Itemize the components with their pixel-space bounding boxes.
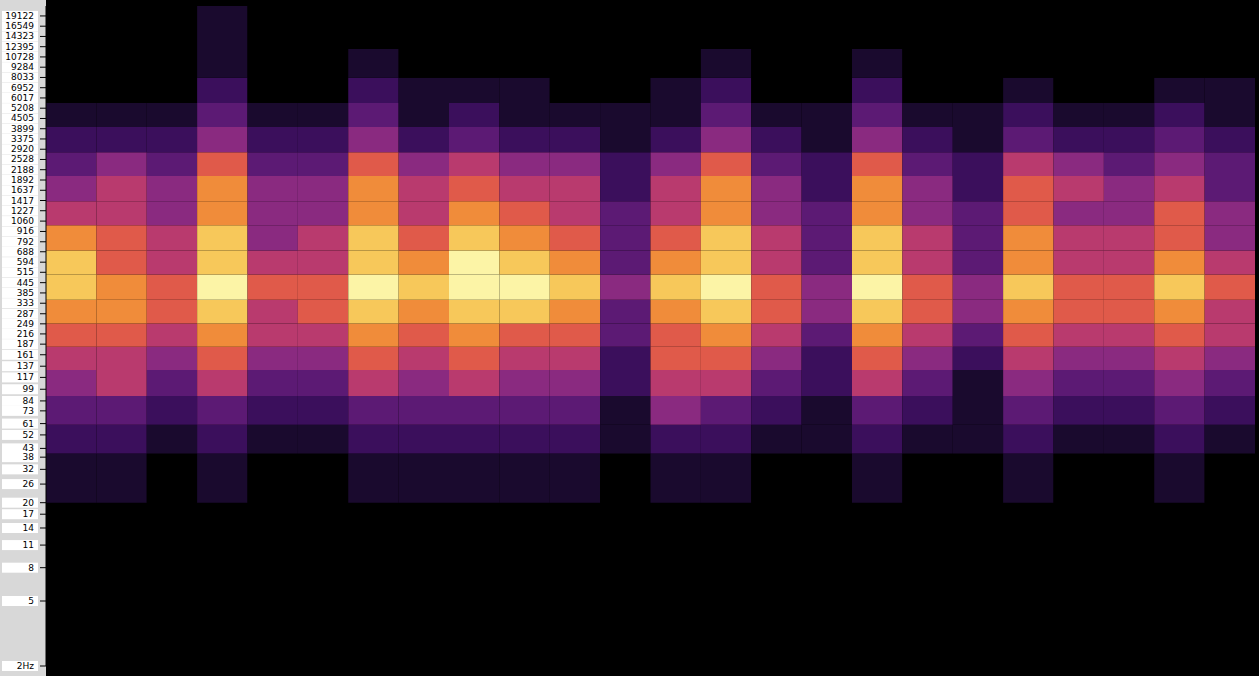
svg-text:916: 916	[17, 226, 34, 236]
svg-text:792: 792	[17, 237, 34, 247]
svg-text:99: 99	[23, 384, 35, 394]
svg-text:73: 73	[23, 406, 34, 416]
svg-text:1060: 1060	[11, 216, 34, 226]
svg-text:333: 333	[17, 298, 34, 308]
svg-text:2Hz: 2Hz	[17, 661, 34, 671]
svg-text:385: 385	[17, 288, 34, 298]
svg-text:4505: 4505	[11, 113, 34, 123]
svg-text:249: 249	[17, 319, 34, 329]
svg-text:515: 515	[17, 267, 34, 277]
svg-text:117: 117	[17, 372, 34, 382]
svg-text:12395: 12395	[5, 42, 34, 52]
svg-text:6952: 6952	[11, 83, 34, 93]
svg-text:2188: 2188	[11, 165, 34, 175]
svg-text:594: 594	[17, 257, 34, 267]
svg-text:8: 8	[28, 563, 34, 573]
svg-text:43: 43	[22, 443, 34, 454]
svg-text:10728: 10728	[5, 52, 34, 62]
svg-text:5: 5	[28, 596, 34, 606]
svg-text:14323: 14323	[5, 31, 34, 41]
svg-text:19122: 19122	[5, 11, 34, 21]
svg-text:8033: 8033	[11, 72, 34, 82]
svg-text:3899: 3899	[11, 124, 34, 134]
svg-text:688: 688	[17, 247, 34, 257]
svg-text:11: 11	[23, 540, 34, 550]
svg-text:5208: 5208	[11, 103, 34, 113]
svg-text:137: 137	[17, 361, 34, 371]
svg-text:14: 14	[23, 523, 35, 533]
svg-text:1227: 1227	[11, 206, 34, 216]
svg-text:20: 20	[23, 498, 35, 508]
svg-text:1892: 1892	[11, 175, 34, 185]
svg-text:161: 161	[17, 350, 34, 360]
svg-text:1637: 1637	[11, 185, 34, 195]
svg-text:32: 32	[23, 464, 34, 474]
svg-text:61: 61	[23, 419, 34, 429]
svg-text:17: 17	[23, 509, 34, 519]
svg-text:2528: 2528	[11, 154, 34, 164]
svg-text:2920: 2920	[11, 144, 34, 154]
svg-text:187: 187	[17, 339, 34, 349]
svg-text:216: 216	[17, 329, 34, 339]
svg-text:1417: 1417	[11, 196, 34, 206]
svg-text:26: 26	[23, 479, 35, 489]
svg-text:84: 84	[23, 396, 35, 406]
svg-text:52: 52	[23, 430, 34, 440]
svg-text:16549: 16549	[5, 21, 34, 31]
svg-text:38: 38	[23, 452, 35, 462]
svg-text:9284: 9284	[11, 62, 34, 72]
svg-text:287: 287	[17, 309, 34, 319]
svg-text:445: 445	[17, 278, 34, 288]
svg-text:6017: 6017	[11, 93, 34, 103]
svg-text:3375: 3375	[11, 134, 34, 144]
